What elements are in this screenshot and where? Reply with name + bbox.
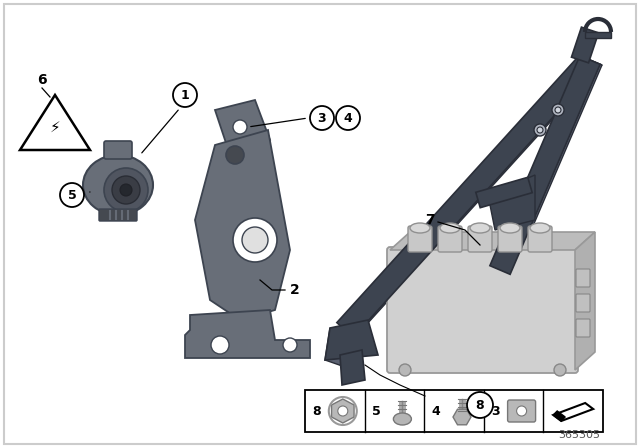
- Circle shape: [211, 336, 229, 354]
- Polygon shape: [572, 27, 598, 63]
- FancyBboxPatch shape: [387, 247, 578, 373]
- Circle shape: [336, 106, 360, 130]
- FancyBboxPatch shape: [528, 226, 552, 252]
- FancyBboxPatch shape: [305, 390, 603, 432]
- Text: 7: 7: [425, 213, 435, 227]
- FancyBboxPatch shape: [408, 226, 432, 252]
- Text: 5: 5: [372, 405, 381, 418]
- Polygon shape: [195, 130, 290, 320]
- Circle shape: [60, 183, 84, 207]
- FancyBboxPatch shape: [576, 319, 590, 337]
- Polygon shape: [185, 310, 310, 358]
- Text: ⚡: ⚡: [50, 120, 60, 134]
- Circle shape: [233, 218, 277, 262]
- Polygon shape: [325, 320, 378, 360]
- FancyBboxPatch shape: [438, 226, 462, 252]
- Circle shape: [467, 392, 493, 418]
- Circle shape: [104, 168, 148, 212]
- Text: 3: 3: [492, 405, 500, 418]
- Polygon shape: [340, 350, 365, 385]
- Polygon shape: [476, 177, 532, 208]
- Polygon shape: [553, 403, 593, 421]
- Polygon shape: [575, 232, 595, 370]
- Circle shape: [338, 406, 348, 416]
- Text: 3: 3: [317, 112, 326, 125]
- Polygon shape: [215, 100, 270, 155]
- Circle shape: [310, 106, 334, 130]
- Text: 5: 5: [68, 189, 76, 202]
- Circle shape: [120, 184, 132, 196]
- FancyBboxPatch shape: [99, 209, 137, 221]
- FancyBboxPatch shape: [104, 141, 132, 159]
- Text: 6: 6: [37, 73, 47, 87]
- Text: 365305: 365305: [558, 430, 600, 440]
- Text: 8: 8: [476, 399, 484, 412]
- FancyBboxPatch shape: [576, 269, 590, 287]
- Polygon shape: [332, 399, 354, 423]
- Circle shape: [399, 364, 411, 376]
- Polygon shape: [490, 56, 600, 274]
- FancyBboxPatch shape: [498, 226, 522, 252]
- Polygon shape: [500, 60, 602, 275]
- Circle shape: [552, 104, 564, 116]
- Ellipse shape: [410, 223, 430, 233]
- Circle shape: [534, 124, 546, 136]
- Text: 2: 2: [290, 283, 300, 297]
- Circle shape: [555, 107, 561, 113]
- Polygon shape: [325, 328, 348, 368]
- Circle shape: [537, 127, 543, 133]
- Circle shape: [283, 338, 297, 352]
- Circle shape: [554, 364, 566, 376]
- FancyBboxPatch shape: [508, 400, 536, 422]
- Polygon shape: [453, 409, 471, 425]
- Circle shape: [112, 176, 140, 204]
- Polygon shape: [390, 232, 595, 250]
- Circle shape: [233, 120, 247, 134]
- FancyBboxPatch shape: [468, 226, 492, 252]
- Circle shape: [516, 406, 527, 416]
- Ellipse shape: [530, 223, 550, 233]
- Ellipse shape: [500, 223, 520, 233]
- Polygon shape: [488, 175, 535, 230]
- Ellipse shape: [440, 223, 460, 233]
- Circle shape: [226, 146, 244, 164]
- Text: 1: 1: [180, 89, 189, 102]
- Polygon shape: [553, 411, 565, 421]
- Ellipse shape: [470, 223, 490, 233]
- Ellipse shape: [83, 155, 153, 215]
- Text: 4: 4: [344, 112, 353, 125]
- Ellipse shape: [394, 413, 412, 425]
- Polygon shape: [585, 32, 611, 38]
- FancyBboxPatch shape: [576, 294, 590, 312]
- Text: 8: 8: [312, 405, 321, 418]
- Polygon shape: [337, 52, 598, 337]
- Polygon shape: [345, 60, 602, 335]
- Circle shape: [242, 227, 268, 253]
- Text: 4: 4: [431, 405, 440, 418]
- Circle shape: [173, 83, 197, 107]
- Polygon shape: [20, 95, 90, 150]
